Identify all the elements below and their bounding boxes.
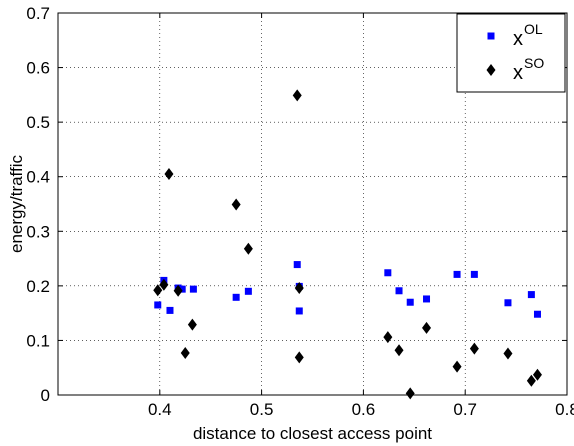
point-x-ol [154,301,162,309]
legend-label: x [513,62,523,84]
point-x-so [292,89,302,102]
legend-marker-ol [487,32,495,40]
legend-marker-so [486,64,496,76]
y-tick-label: 0.2 [26,277,50,296]
point-x-so [153,284,163,297]
point-x-so [532,368,542,381]
y-tick-label: 0.5 [26,113,50,132]
point-x-ol [504,299,512,307]
x-tick-label: 0.4 [148,400,172,419]
point-x-so [422,321,432,334]
data-points [153,89,542,400]
point-x-ol [395,287,403,295]
y-tick-label: 0.3 [26,222,50,241]
y-tick-label: 0.6 [26,59,50,78]
point-x-ol [470,270,478,278]
x-tick-label: 0.8 [555,400,574,419]
legend-label: x [513,28,523,50]
point-x-ol [189,285,197,293]
point-x-ol [166,306,174,314]
point-x-so [394,344,404,357]
point-x-so [180,346,190,359]
point-x-ol [384,269,392,277]
point-x-so [231,198,241,211]
point-x-so [243,242,253,255]
y-tick-label: 0.1 [26,331,50,350]
plot-frame [57,12,568,396]
legend: x OLx SO [456,13,566,93]
y-axis-label: energy/traffic [7,155,26,253]
point-x-so [383,331,393,344]
x-tick-label: 0.6 [352,400,376,419]
point-x-so [294,351,304,364]
legend-label-superscript: SO [524,55,544,71]
y-tick-label: 0 [41,386,50,405]
point-x-so [173,284,183,297]
point-x-ol [423,295,431,303]
point-x-so [452,360,462,373]
point-x-ol [453,270,461,278]
x-tick-label: 0.5 [250,400,274,419]
point-x-so [164,167,174,180]
y-tick-label: 0.4 [26,168,50,187]
point-x-so [503,347,513,360]
x-tick-label: 0.7 [453,400,477,419]
point-x-ol [527,291,535,299]
y-tick-label: 0.7 [26,4,50,23]
point-x-ol [533,310,541,318]
point-x-so [294,282,304,295]
point-x-so [526,374,536,387]
legend-box [456,13,566,93]
point-x-so [187,318,197,331]
point-x-so [159,278,169,291]
point-x-ol [295,307,303,315]
point-x-ol [232,293,240,301]
legend-label-superscript: OL [524,21,543,37]
point-x-so [405,387,415,400]
point-x-ol [244,287,252,295]
x-axis-label: distance to closest access point [193,424,432,443]
point-x-so [469,342,479,355]
point-x-ol [406,298,414,306]
point-x-ol [293,261,301,269]
tick-labels: 0.4 0.5 0.6 0.7 0.8 0 0.1 0.2 0.3 0.4 0.5 0.6 0.7 [26,4,574,419]
point-x-ol [178,285,186,293]
